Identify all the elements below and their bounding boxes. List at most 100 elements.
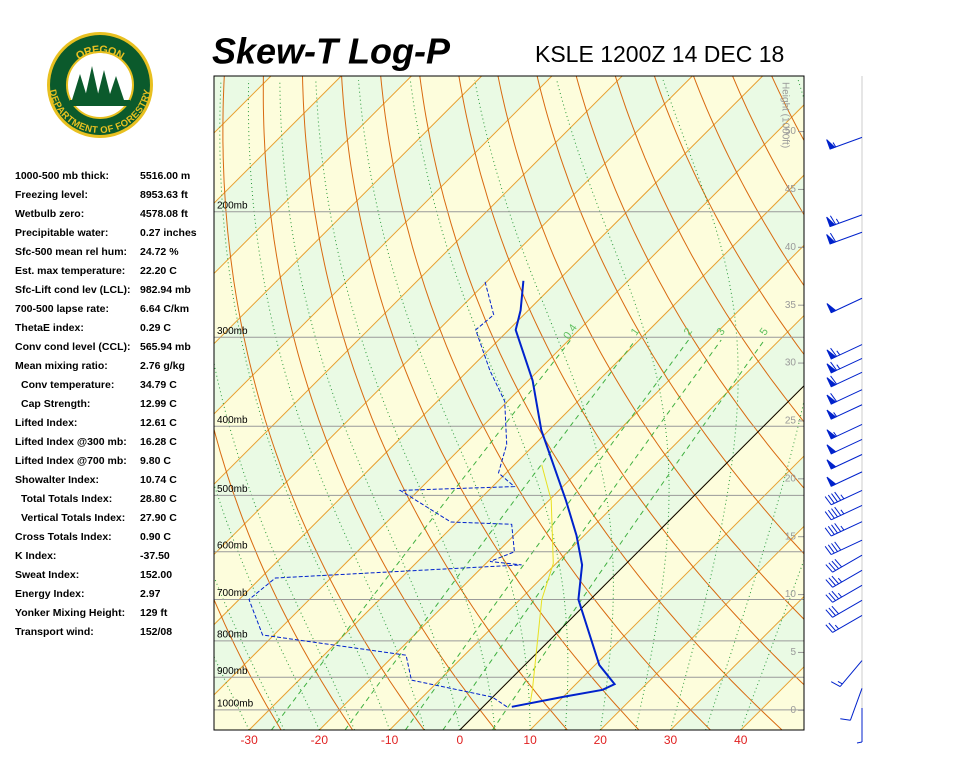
stat-row: Freezing level: 8953.63 ft: [15, 186, 188, 205]
moist-adiabat: [474, 79, 614, 730]
dry-adiabat: [380, 76, 711, 730]
barb-staff: [832, 584, 863, 603]
barb-staff: [830, 439, 863, 455]
stat-value: 982.94 mb: [140, 284, 191, 296]
temperature-profile: [511, 280, 617, 708]
stat-value: 16.28 C: [140, 436, 177, 448]
dry-adiabat: [497, 76, 804, 620]
stat-label: Transport wind:: [15, 626, 94, 638]
barb-staff: [830, 504, 863, 521]
barb-full: [828, 607, 836, 616]
isobar-label: 400mb: [217, 415, 248, 426]
dry-adiabat: [575, 76, 804, 489]
barb-full: [824, 496, 832, 506]
isotherm: [214, 76, 623, 485]
barb-full: [825, 579, 833, 588]
wind-barb: [825, 584, 863, 603]
height-tick-label: 20: [785, 473, 797, 484]
stat-label: K Index:: [15, 550, 57, 562]
stat-value: 5516.00 m: [140, 170, 191, 182]
stat-row: Sfc-Lift cond lev (LCL): 982.94 mb: [15, 281, 191, 300]
barb-half: [840, 509, 845, 515]
stat-value: 0.29 C: [140, 322, 171, 334]
barb-full: [834, 541, 842, 551]
dry-adiabat: [536, 76, 804, 555]
stat-label: Sweat Index:: [15, 569, 80, 581]
isotherm-band: [214, 76, 804, 695]
stat-row: 700-500 lapse rate: 6.64 C/km: [15, 300, 189, 319]
stat-label: 700-500 lapse rate:: [15, 303, 109, 315]
stat-label: Wetbulb zero:: [15, 208, 85, 220]
barb-flag: [826, 377, 837, 388]
barb-half: [837, 681, 843, 685]
stat-value: 12.99 C: [140, 398, 177, 410]
x-tick-label: -20: [311, 733, 329, 747]
barb-full: [840, 718, 851, 721]
stat-value: 0.27 inches: [140, 227, 197, 239]
barb-full: [831, 493, 838, 503]
barb-half: [836, 364, 841, 370]
barb-full: [831, 524, 838, 534]
logo-top: OREGON: [74, 44, 126, 63]
stat-label: Cross Totals Index:: [15, 531, 112, 543]
x-tick-label: 30: [664, 733, 678, 747]
barb-full: [827, 494, 835, 504]
barb-flag: [826, 303, 837, 314]
barb-half: [837, 577, 843, 583]
barb-half: [832, 142, 837, 148]
barb-full: [828, 562, 836, 571]
isotherm: [529, 455, 804, 730]
dry-adiabat: [214, 427, 354, 730]
mixing-ratio-label: 5: [758, 326, 771, 338]
wind-barb: [825, 569, 863, 588]
wind-barb: [826, 344, 863, 360]
stat-value: -37.50: [140, 550, 170, 562]
barb-half: [833, 412, 838, 417]
wind-barb: [824, 504, 863, 521]
height-tick-label: 50: [785, 126, 797, 137]
wind-barb: [856, 708, 863, 744]
stat-value: 12.61 C: [140, 417, 177, 429]
stat-row: Yonker Mixing Height: 129 ft: [15, 604, 167, 623]
barb-staff: [832, 599, 863, 618]
isotherm: [248, 174, 804, 730]
stat-row: Energy Index: 2.97: [15, 585, 160, 604]
stat-label: Yonker Mixing Height:: [15, 607, 126, 619]
dry-adiabat: [732, 76, 804, 216]
barb-staff: [830, 489, 863, 506]
height-tick-label: 0: [790, 705, 796, 716]
mixing-ratio-label: 2: [682, 326, 695, 338]
logo-trees: [72, 66, 124, 102]
moist-adiabat: [662, 79, 739, 730]
isobar-label: 200mb: [217, 200, 248, 211]
stat-label: Freezing level:: [15, 189, 88, 201]
barb-half: [835, 218, 840, 224]
stat-label: Lifted Index @300 mb:: [15, 436, 127, 448]
wind-barb: [826, 371, 863, 388]
dry-adiabat: [693, 76, 804, 287]
stat-label: Est. max temperature:: [15, 265, 126, 277]
barb-staff: [849, 688, 863, 721]
dry-adiabat: [262, 76, 497, 730]
barb-flag: [826, 363, 837, 374]
height-tick-label: 5: [790, 647, 796, 658]
stat-label: 1000-500 mb thick:: [15, 170, 109, 182]
moist-adiabat: [315, 79, 496, 730]
stat-label: Sfc-Lift cond lev (LCL):: [15, 284, 131, 296]
dry-adiabat: [850, 76, 960, 730]
station: KSLE 1200Z 14 DEC 18: [535, 41, 784, 67]
zero-isotherm: [459, 385, 804, 730]
barb-full: [834, 523, 842, 532]
wind-barb: [826, 297, 863, 314]
barb-full: [825, 609, 833, 618]
dry-adiabat: [889, 76, 960, 730]
height-tick-label: 45: [785, 184, 797, 195]
stat-value: 129 ft: [140, 607, 168, 619]
height-tick-label: 15: [785, 531, 797, 542]
mixing-ratio-line: [404, 339, 689, 730]
barb-full: [828, 622, 836, 631]
isobar-label: 500mb: [217, 484, 248, 495]
stat-label: Lifted Index @700 mb:: [15, 455, 127, 467]
stat-label: Showalter Index:: [15, 474, 100, 486]
